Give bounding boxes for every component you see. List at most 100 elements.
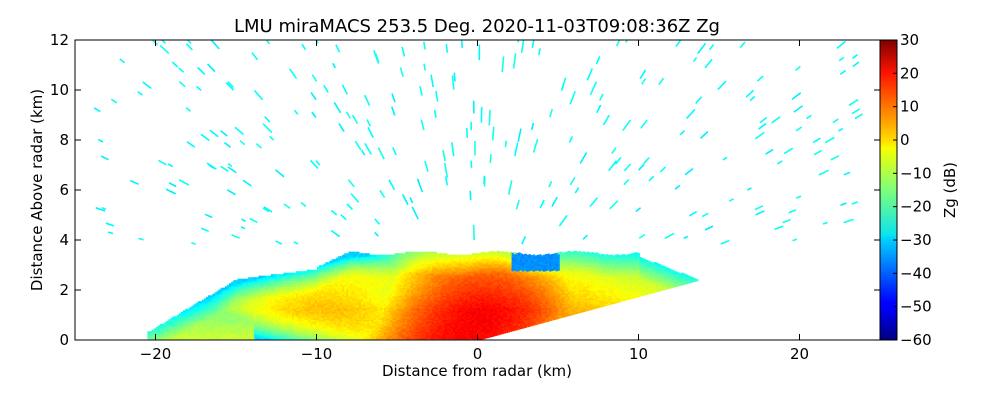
sparse-return [699,130,709,139]
echo-cell [369,317,372,320]
echo-cell [273,295,276,298]
echo-cell [350,290,354,293]
echo-cell [291,337,295,340]
echo-cell [239,316,243,319]
sparse-return [231,234,240,239]
sparse-return [843,218,854,224]
sparse-return [625,40,628,43]
echo-cell [218,334,222,337]
echo-cell [308,301,312,304]
echo-cell [233,314,236,317]
echo-cell [264,334,268,337]
echo-cell [281,335,285,338]
echo-cell [373,310,377,313]
echo-cell [356,301,360,304]
echo-cell [346,278,349,281]
echo-cell [325,293,329,296]
echo-cell [273,290,276,293]
echo-cell [260,329,264,332]
echo-cell [354,280,358,283]
echo-cell [229,314,232,317]
echo-cell [308,332,312,335]
echo-cell [344,298,347,301]
echo-cell [344,296,347,299]
echo-cell [321,313,324,316]
echo-cell [218,337,222,340]
echo-cell [252,281,255,284]
echo-cell [256,296,259,299]
echo-cell [241,305,245,308]
echo-cell [321,319,324,322]
sparse-return [95,206,106,212]
echo-cell [180,335,184,338]
echo-cell [352,278,356,281]
echo-cell [371,323,375,326]
sparse-return [100,155,109,161]
echo-cell [258,305,262,308]
echo-cell [331,331,335,334]
echo-cell [220,295,224,298]
echo-cell [195,325,199,328]
echo-cell [354,268,358,271]
echo-cell [218,325,222,328]
echo-cell [310,292,314,295]
echo-cell [289,313,293,316]
echo-cell [327,296,331,299]
echo-cell [187,331,190,334]
echo-cell [233,310,236,313]
echo-cell [189,317,192,320]
echo-cell [237,304,241,307]
echo-cell [224,295,228,298]
echo-cell [360,277,364,280]
echo-cell [245,289,249,292]
echo-cell [337,299,341,302]
echo-cell [241,311,245,314]
echo-cell [319,286,322,289]
echo-cell [147,337,151,340]
echo-cell [333,289,337,292]
echo-cell [252,335,255,338]
echo-cell [358,269,362,272]
echo-cell [321,287,324,290]
echo-cell [323,283,326,286]
echo-cell [344,268,347,271]
echo-cell [360,272,364,275]
echo-cell [342,314,345,317]
echo-cell [275,307,278,310]
echo-cell [283,296,287,299]
echo-cell [289,272,293,275]
echo-cell [273,301,276,304]
echo-cell [329,292,333,295]
echo-cell [310,272,314,275]
echo-cell [289,281,293,284]
echo-cell [371,266,375,269]
sparse-return [728,198,734,202]
echo-cell [283,316,287,319]
echo-cell [283,293,287,296]
echo-cell [321,292,324,295]
echo-cell [319,271,322,274]
echo-cell [191,337,195,340]
echo-cell [312,283,316,286]
echo-cell [227,326,230,329]
echo-cell [344,293,347,296]
echo-cell [337,283,341,286]
echo-cell [306,284,310,287]
echo-cell [348,304,352,307]
echo-cell [170,319,174,322]
echo-cell [220,334,224,337]
echo-cell [302,295,305,298]
echo-cell [317,323,320,326]
echo-cell [317,317,320,320]
echo-cell [308,320,312,323]
echo-cell [218,304,222,307]
echo-cell [270,281,274,284]
echo-cell [346,317,349,320]
echo-cell [164,332,167,335]
echo-cell [201,313,205,316]
echo-cell [199,332,203,335]
echo-cell [300,328,303,331]
echo-cell [166,320,169,323]
echo-cell [210,308,213,311]
echo-cell [247,335,251,338]
